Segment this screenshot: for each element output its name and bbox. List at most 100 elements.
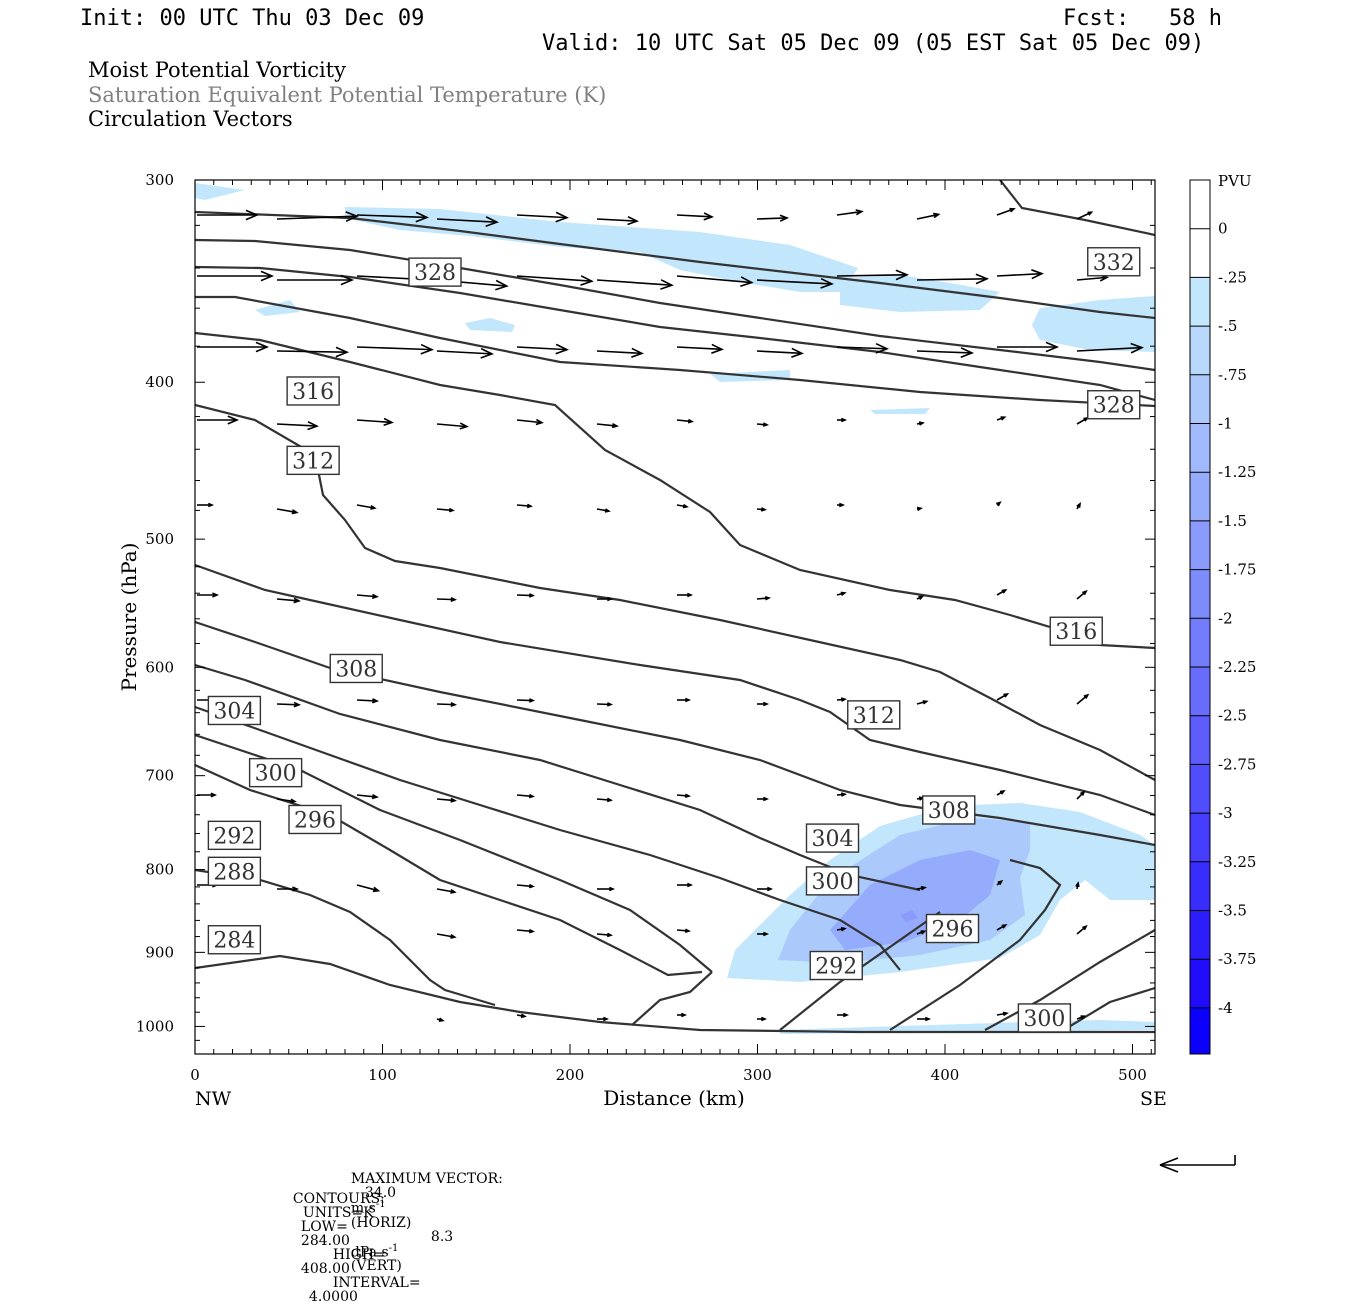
- colorbar-level-label: -3.5: [1218, 902, 1247, 920]
- vector-arrow: [837, 418, 845, 421]
- colorbar-swatch: [1190, 716, 1210, 765]
- colorbar-level-label: -2: [1218, 609, 1233, 627]
- contour-label-text: 332: [1093, 251, 1135, 276]
- pv-shade-small-4: [870, 408, 930, 414]
- vector-arrow: [757, 348, 802, 357]
- vector-arrow: [837, 1013, 847, 1016]
- x-tick-label: 400: [931, 1066, 960, 1084]
- vector-arrow: [517, 344, 567, 353]
- colorbar-level-label: -1: [1218, 415, 1233, 433]
- vector-arrow: [517, 1014, 525, 1017]
- vector-arrow: [997, 590, 1006, 595]
- vector-arrow: [597, 509, 609, 512]
- vector-arrow: [197, 416, 237, 424]
- contour-label: 292: [810, 952, 862, 980]
- vector-arrow: [917, 348, 972, 357]
- vector-arrow: [917, 422, 923, 425]
- interval-value: 4.0000: [309, 1289, 358, 1305]
- vector-arrow: [517, 420, 542, 425]
- vector-arrow: [517, 594, 533, 597]
- vector-arrow: [197, 271, 272, 280]
- colorbar-level-label: -1.25: [1218, 463, 1256, 481]
- vector-arrow: [1077, 504, 1080, 509]
- vector-arrow: [277, 347, 347, 356]
- vector-arrow: [837, 698, 845, 701]
- colorbar-level-label: 0: [1218, 220, 1228, 238]
- x-axis-se-label: SE: [1140, 1088, 1167, 1110]
- vector-arrow: [277, 422, 317, 430]
- vector-arrow: [757, 215, 787, 221]
- colorbar-level-label: -.75: [1218, 366, 1247, 384]
- contour-label-text: 292: [213, 824, 255, 849]
- vector-arrow: [437, 423, 467, 429]
- vector-arrow: [517, 885, 533, 888]
- contour-label: 308: [923, 796, 975, 824]
- x-tick-label: 200: [556, 1066, 585, 1084]
- vector-arrow: [277, 702, 299, 706]
- contour-label: 288: [208, 857, 260, 885]
- vector-arrow: [1077, 591, 1086, 599]
- colorbar-level-label: -2.75: [1218, 755, 1256, 773]
- contour-label-text: 300: [255, 762, 297, 787]
- pv-colorbar: 0-.25-.5-.75-1-1.25-1.5-1.75-2-2.25-2.5-…: [1190, 180, 1256, 1054]
- vector-arrow: [597, 348, 642, 357]
- y-tick-label: 600: [145, 658, 174, 676]
- x-axis-label: Distance (km): [603, 1086, 745, 1110]
- colorbar-level-label: -.5: [1218, 317, 1237, 335]
- colorbar-swatch: [1190, 959, 1210, 1008]
- colorbar-swatch: [1190, 862, 1210, 911]
- vector-arrow: [277, 598, 299, 602]
- contour-label-text: 308: [928, 799, 970, 824]
- contour-line: [195, 665, 920, 890]
- vector-arrow: [837, 503, 843, 506]
- contour-line: [195, 565, 1155, 815]
- contour-label-text: 304: [213, 699, 255, 724]
- vector-arrow: [677, 883, 691, 886]
- vector-arrow: [437, 349, 492, 358]
- y-tick-label: 300: [145, 171, 174, 189]
- pv-shade-top-left: [195, 183, 245, 200]
- vector-arrow: [517, 504, 531, 507]
- vector-arrow: [677, 593, 691, 596]
- colorbar-swatch: [1190, 911, 1210, 960]
- vector-arrow: [357, 885, 378, 891]
- y-tick-label: 400: [145, 373, 174, 391]
- vector-arrow: [997, 209, 1014, 215]
- vector-arrow: [357, 594, 377, 598]
- colorbar-swatch: [1190, 229, 1210, 278]
- reference-vector-arrow: [1160, 1155, 1235, 1172]
- contour-label-text: 296: [932, 918, 974, 943]
- vector-arrow: [757, 797, 767, 800]
- vector-arrow: [917, 507, 921, 510]
- vector-arrow: [597, 217, 637, 225]
- vector-arrow: [357, 505, 375, 509]
- colorbar-swatch: [1190, 521, 1210, 570]
- vector-arrow: [597, 703, 611, 706]
- colorbar-level-label: -.25: [1218, 268, 1247, 286]
- pv-shade-small-2: [465, 318, 515, 332]
- contour-label: 316: [1050, 617, 1102, 645]
- vector-arrow: [997, 694, 1007, 700]
- vector-arrow: [757, 887, 771, 890]
- colorbar-swatch: [1190, 180, 1210, 229]
- colorbar-swatch: [1190, 1008, 1210, 1054]
- contour-label: 300: [250, 759, 302, 787]
- vector-arrow: [197, 503, 212, 506]
- vector-arrow: [677, 213, 712, 220]
- colorbar-level-label: -3.25: [1218, 853, 1256, 871]
- contour-label: 328: [1088, 391, 1140, 419]
- vector-arrow: [677, 420, 692, 423]
- contour-label-text: 316: [292, 380, 334, 405]
- vector-arrow: [437, 509, 453, 512]
- vector-arrow: [677, 929, 689, 932]
- contour-label: 296: [927, 915, 979, 943]
- contour-label-text: 300: [1023, 1007, 1065, 1032]
- contour-label: 332: [1088, 248, 1140, 276]
- vector-arrow: [597, 798, 611, 801]
- x-tick-label: 500: [1118, 1066, 1147, 1084]
- vector-arrow: [597, 887, 613, 890]
- vector-arrow: [437, 1018, 443, 1021]
- vector-arrow: [917, 596, 922, 599]
